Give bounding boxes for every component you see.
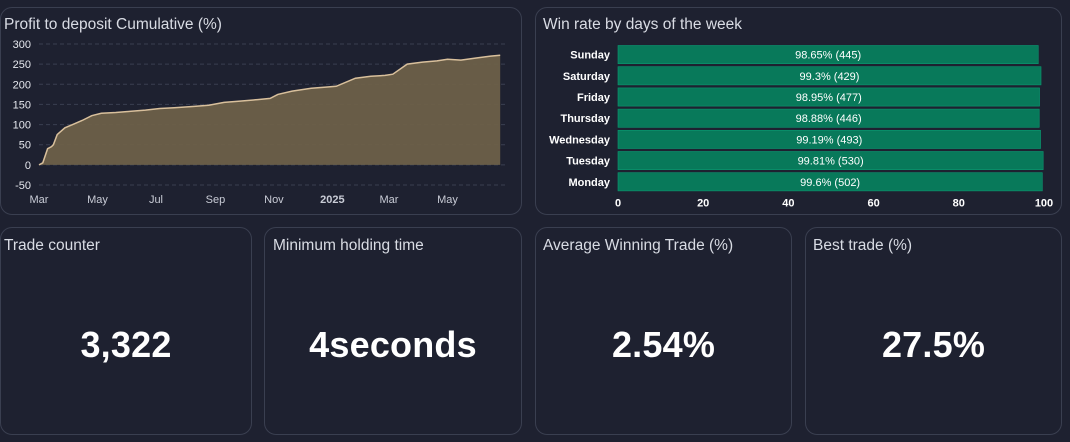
profit-line bbox=[38, 54, 501, 166]
bar bbox=[617, 45, 1039, 65]
data-label: 99.3% (429) bbox=[800, 71, 860, 83]
profit-chart-card: Profit to deposit Cumulative (%) 300 250 2… bbox=[0, 7, 522, 215]
category-label: Saturday bbox=[563, 71, 611, 83]
avg-winning-card: Average Winning Trade (%) 2.54% bbox=[535, 227, 792, 435]
y-tick-label: 100 bbox=[13, 120, 31, 132]
trade-counter-value: 3,322 bbox=[80, 324, 172, 365]
x-tick-label: 0 bbox=[615, 197, 621, 209]
best-trade-title: Best trade (%) bbox=[813, 237, 913, 254]
y-tick-label: 250 bbox=[13, 59, 31, 71]
avg-winning-value: 2.54% bbox=[611, 324, 716, 365]
x-tick-label: 80 bbox=[953, 197, 965, 209]
best-trade-card: Best trade (%) 27.5% bbox=[805, 227, 1062, 435]
y-tick-label: 50 bbox=[19, 140, 31, 152]
x-tick-label: Sep bbox=[206, 194, 226, 206]
data-label: 98.95% (477) bbox=[796, 92, 862, 104]
data-label: 99.19% (493) bbox=[796, 134, 862, 146]
data-label: 98.65% (445) bbox=[795, 50, 861, 62]
x-tick-label: 60 bbox=[867, 197, 879, 209]
y-tick-label: 150 bbox=[13, 99, 31, 111]
category-label: Sunday bbox=[570, 50, 611, 62]
category-label: Tuesday bbox=[566, 156, 611, 168]
min-holding-card: Minimum holding time 4seconds bbox=[264, 227, 522, 435]
bar bbox=[617, 87, 1040, 107]
winrate-chart: Sunday 98.65% (445) Saturday 99.3% (429) Fri… bbox=[549, 45, 1053, 209]
bar bbox=[617, 172, 1043, 192]
trade-counter-card: Trade counter 3,322 bbox=[0, 227, 252, 435]
data-label: 99.81% (530) bbox=[798, 156, 864, 168]
bar bbox=[617, 130, 1041, 149]
bar bbox=[617, 108, 1040, 128]
x-tick-label: Mar bbox=[30, 194, 49, 206]
min-holding-title: Minimum holding time bbox=[273, 237, 424, 254]
category-label: Monday bbox=[568, 177, 610, 189]
data-label: 99.6% (502) bbox=[800, 177, 860, 189]
profit-area bbox=[39, 55, 501, 165]
y-tick-label: 0 bbox=[25, 160, 31, 172]
y-tick-label: 300 bbox=[13, 39, 31, 51]
bar bbox=[617, 66, 1042, 86]
x-tick-label: May bbox=[87, 194, 108, 206]
x-tick-label: Nov bbox=[264, 194, 284, 206]
min-holding-value: 4seconds bbox=[309, 324, 477, 365]
x-tick-label: Mar bbox=[380, 194, 399, 206]
best-trade-value: 27.5% bbox=[881, 324, 986, 365]
category-label: Thursday bbox=[560, 113, 610, 125]
y-tick-label: -50 bbox=[15, 180, 31, 192]
x-tick-label: Jul bbox=[149, 194, 163, 206]
category-label: Wednesday bbox=[549, 134, 611, 146]
x-tick-label: 2025 bbox=[320, 194, 344, 206]
x-tick-label: 20 bbox=[697, 197, 709, 209]
bar bbox=[617, 151, 1044, 171]
x-tick-label: 40 bbox=[782, 197, 794, 209]
profit-chart-title: Profit to deposit Cumulative (%) bbox=[4, 16, 222, 33]
category-label: Friday bbox=[577, 92, 611, 104]
data-label: 98.88% (446) bbox=[796, 113, 862, 125]
x-tick-label: 100 bbox=[1035, 197, 1053, 209]
winrate-chart-card: Win rate by days of the week Sunday 98.65… bbox=[535, 7, 1062, 215]
trade-counter-title: Trade counter bbox=[4, 237, 100, 254]
y-tick-label: 200 bbox=[13, 79, 31, 91]
x-tick-label: May bbox=[437, 194, 458, 206]
avg-winning-title: Average Winning Trade (%) bbox=[543, 237, 734, 254]
winrate-chart-title: Win rate by days of the week bbox=[543, 16, 743, 33]
profit-chart: 300 250 200 150 100 50 0 -50 Mar May Jul Sep Nov 2025… bbox=[13, 39, 505, 206]
